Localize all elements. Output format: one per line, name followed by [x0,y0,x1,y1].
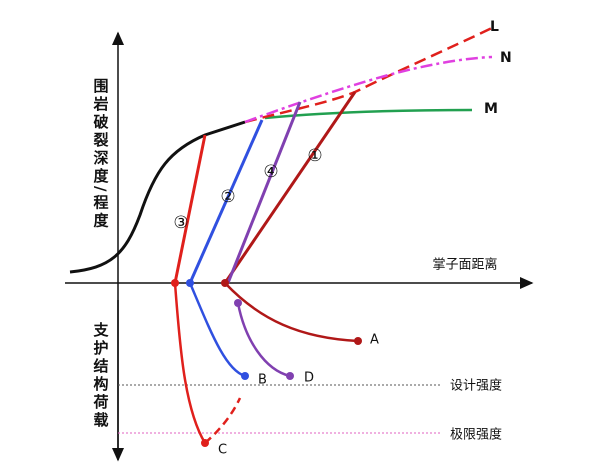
label-n: N [500,50,512,66]
point-b [241,372,249,380]
label-3: ③ [173,213,188,233]
black-curve [69,120,246,274]
label-4: ④ [263,162,278,182]
line-4 [226,101,302,284]
x-label: 掌子面距离 [432,257,497,273]
label-2: ② [220,187,235,207]
label-m: M [484,101,498,117]
line-3 [173,134,207,284]
label-c: C [218,443,227,458]
ultimate-label: 极限强度 [450,427,502,443]
curve-c [173,282,207,444]
y-lower-label: 支护结构荷载 [92,321,110,430]
origin-3 [171,279,179,287]
origin-4 [234,299,242,307]
label-l: L [490,19,499,35]
curve-a [224,282,359,343]
point-d [286,372,294,380]
curve-m [264,108,473,120]
label-b: B [258,373,267,388]
curve-d [236,302,291,378]
curve-c-ext [204,397,242,444]
point-c [201,439,209,447]
point-a [354,337,362,345]
label-d: D [304,371,314,386]
curve-b [188,282,246,378]
y-upper-label: 围岩破裂深度/程度 [92,78,110,230]
line-2 [188,119,264,284]
curve-n [244,55,493,124]
label-a: A [370,333,379,348]
line-1 [223,91,357,284]
design-label: 设计强度 [450,378,502,394]
label-1: ① [307,146,322,166]
curve-l [244,26,493,124]
origin-1 [221,279,229,287]
origin-2 [186,279,194,287]
